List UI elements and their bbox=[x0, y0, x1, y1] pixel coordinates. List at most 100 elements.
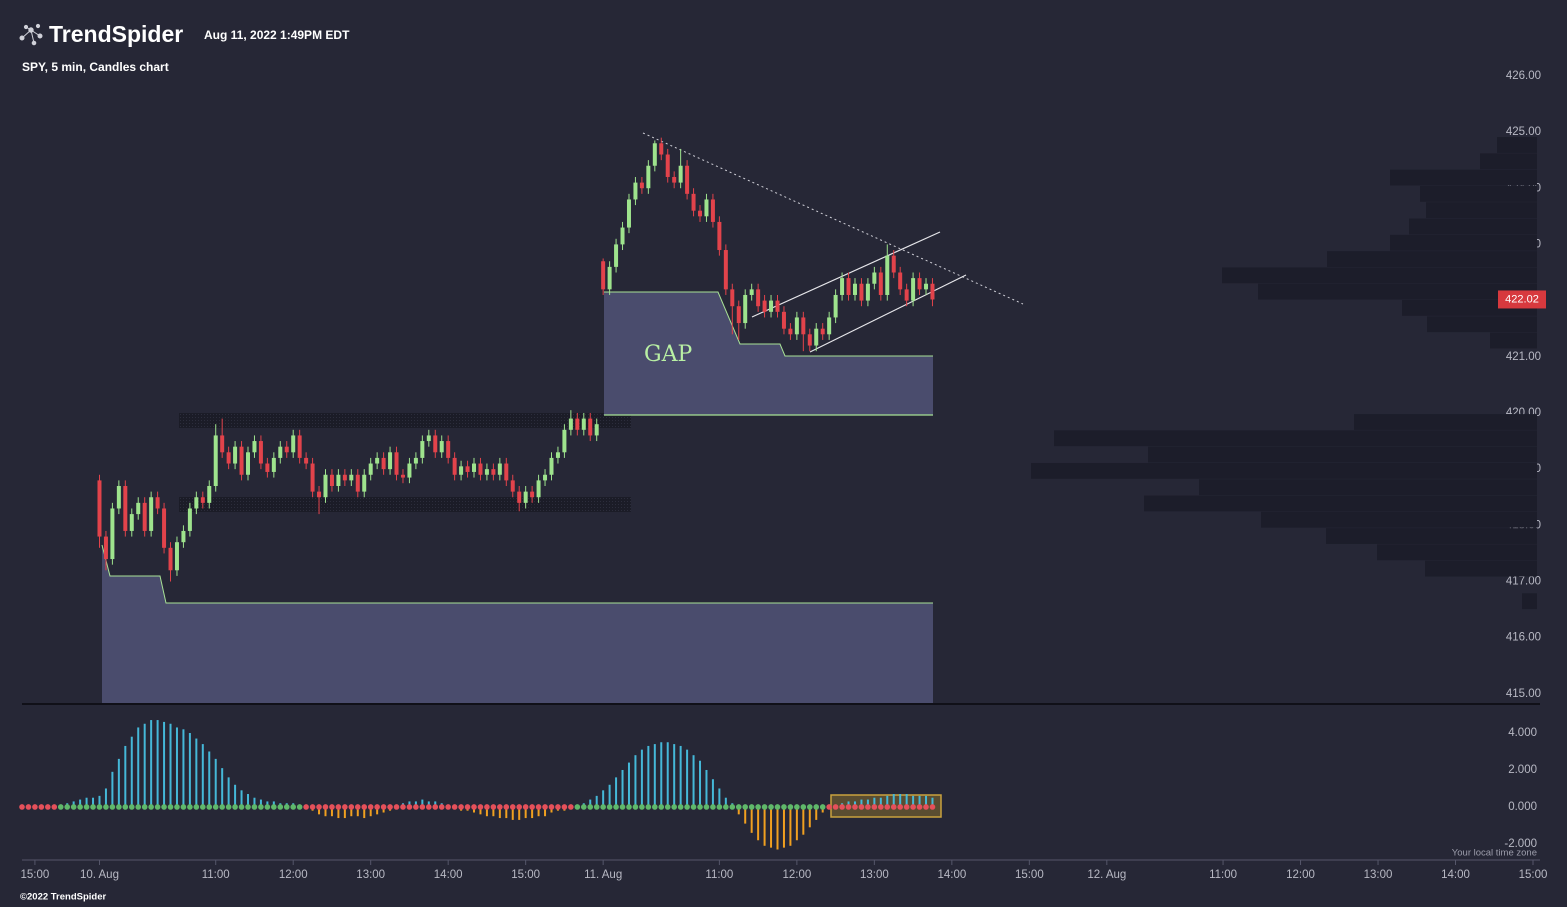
histogram-bar bbox=[124, 745, 127, 807]
candle-body bbox=[239, 446, 244, 475]
histogram-bar bbox=[899, 794, 902, 807]
candle-body bbox=[833, 294, 838, 318]
histogram-bar bbox=[201, 744, 204, 807]
signal-dot bbox=[587, 804, 594, 810]
signal-dot bbox=[710, 804, 716, 810]
candle-body bbox=[103, 536, 108, 560]
candle-body bbox=[652, 143, 657, 166]
histogram-bar bbox=[117, 758, 120, 807]
histogram-bar bbox=[931, 797, 934, 807]
histogram-bar bbox=[175, 727, 178, 807]
signal-dot bbox=[600, 804, 606, 810]
candle-body bbox=[723, 250, 728, 290]
histogram-bar bbox=[188, 732, 191, 807]
volume-profile-bar bbox=[1480, 153, 1537, 170]
histogram-bar bbox=[886, 795, 889, 807]
signal-dot bbox=[419, 804, 426, 810]
histogram-bar bbox=[905, 794, 908, 807]
channel-line bbox=[751, 231, 941, 318]
candle-body bbox=[878, 272, 883, 295]
signal-dot bbox=[768, 804, 774, 810]
signal-dot bbox=[277, 804, 284, 810]
signal-dot bbox=[329, 804, 335, 810]
y-tick-label: 426.00 bbox=[1506, 70, 1541, 82]
y-tick-label: 416.00 bbox=[1506, 632, 1541, 644]
histogram-bar bbox=[369, 806, 372, 817]
candle-body bbox=[194, 497, 199, 509]
signal-dot bbox=[154, 804, 161, 810]
candle-body bbox=[840, 278, 845, 295]
histogram-bar bbox=[673, 744, 676, 807]
candle-body bbox=[355, 474, 360, 492]
candle-body bbox=[375, 457, 380, 464]
histogram-bar bbox=[608, 784, 611, 807]
candle-body bbox=[801, 317, 806, 335]
candle-body bbox=[233, 446, 238, 464]
signal-dot bbox=[413, 804, 419, 810]
candle-body bbox=[588, 418, 593, 436]
candle-body bbox=[743, 294, 748, 324]
volume-profile-bar bbox=[1354, 414, 1537, 430]
signal-dot bbox=[477, 804, 484, 810]
signal-dot bbox=[51, 804, 58, 810]
candle-body bbox=[472, 463, 477, 472]
histogram-bar bbox=[421, 799, 424, 807]
candle-body bbox=[827, 317, 832, 335]
candle-body bbox=[136, 502, 141, 515]
histogram-bar bbox=[324, 806, 327, 817]
candle-body bbox=[413, 457, 418, 464]
volume-profile-bar bbox=[1497, 137, 1537, 153]
x-tick-label: 12:00 bbox=[1286, 869, 1315, 881]
histogram-bar bbox=[666, 742, 669, 807]
candle-body bbox=[530, 491, 535, 498]
histogram-bar bbox=[208, 751, 211, 807]
candle-body bbox=[226, 452, 231, 464]
signal-dot bbox=[522, 804, 529, 810]
histogram-bar bbox=[156, 720, 159, 807]
signal-dot bbox=[64, 804, 71, 810]
histogram-bar bbox=[150, 720, 153, 807]
candle-body bbox=[620, 227, 625, 245]
volume-profile-bar bbox=[1425, 560, 1537, 577]
histogram-bar bbox=[763, 806, 766, 846]
level-line bbox=[101, 544, 933, 604]
gap-area bbox=[604, 292, 933, 415]
candle-body bbox=[394, 452, 399, 475]
candle-body bbox=[859, 283, 864, 301]
histogram-bar bbox=[537, 806, 540, 817]
x-tick-label: 12:00 bbox=[782, 869, 811, 881]
candle-body bbox=[633, 182, 638, 200]
candle-body bbox=[149, 497, 154, 531]
candle-body bbox=[646, 165, 651, 189]
histogram-bar bbox=[221, 768, 224, 807]
candle-body bbox=[523, 491, 528, 503]
signal-dot bbox=[32, 804, 38, 810]
signal-dot bbox=[148, 804, 154, 810]
candle-body bbox=[187, 508, 192, 531]
candle-body bbox=[420, 441, 425, 458]
signal-dot bbox=[393, 804, 400, 810]
signal-dot bbox=[251, 804, 258, 810]
y-tick-label: 415.00 bbox=[1506, 688, 1541, 700]
signal-dot bbox=[839, 804, 845, 810]
histogram-bar bbox=[860, 799, 863, 807]
candle-body bbox=[852, 283, 857, 295]
candle-body bbox=[807, 334, 812, 346]
signal-dot bbox=[748, 804, 755, 810]
candle-body bbox=[174, 542, 179, 571]
x-tick-label: 12. Aug bbox=[1087, 869, 1126, 881]
histogram-bar bbox=[808, 806, 811, 828]
zone bbox=[179, 497, 631, 512]
candle-body bbox=[116, 486, 121, 509]
signal-dot bbox=[322, 804, 329, 810]
signal-dot bbox=[367, 804, 374, 810]
signal-dot bbox=[619, 804, 626, 810]
signal-dot bbox=[458, 804, 464, 810]
candle-body bbox=[607, 266, 612, 290]
histogram-bar bbox=[737, 806, 740, 815]
candle-body bbox=[213, 435, 218, 487]
candle-body bbox=[891, 255, 896, 273]
signal-dot bbox=[529, 804, 535, 810]
histogram-bar bbox=[79, 799, 82, 807]
